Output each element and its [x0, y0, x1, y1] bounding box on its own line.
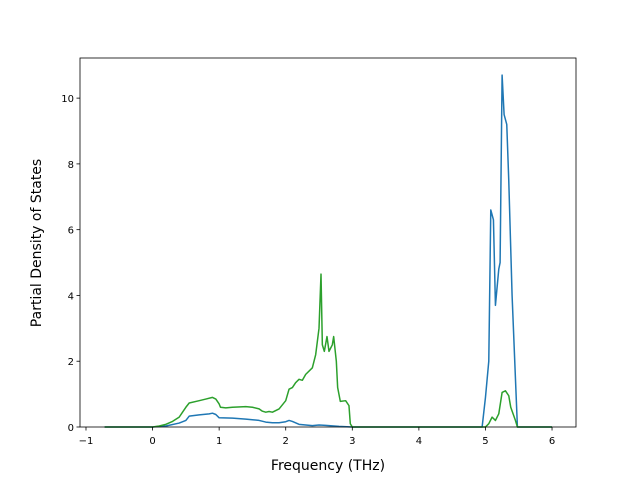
y-tick-label: 8: [68, 160, 74, 171]
x-tick-label: 5: [482, 436, 488, 447]
y-tick-label: 2: [68, 357, 74, 368]
data-line: [104, 74, 553, 428]
y-tick-label: 0: [68, 423, 74, 434]
x-tick-label: 4: [416, 436, 422, 447]
y-tick-label: 4: [68, 291, 74, 302]
y-tick-label: 6: [68, 226, 74, 237]
x-axis-title: Frequency (THz): [271, 458, 385, 474]
x-tick-label: 3: [349, 436, 355, 447]
x-tick-label: 0: [149, 436, 155, 447]
y-axis-title: Partial Density of States: [29, 159, 45, 327]
x-tick-label: 2: [283, 436, 289, 447]
x-tick-label: 1: [216, 436, 222, 447]
data-line: [104, 273, 553, 428]
plot-frame: [79, 57, 577, 428]
y-tick-label: 10: [61, 94, 74, 105]
x-tick-label: −1: [79, 436, 94, 447]
x-tick-label: 6: [549, 436, 555, 447]
